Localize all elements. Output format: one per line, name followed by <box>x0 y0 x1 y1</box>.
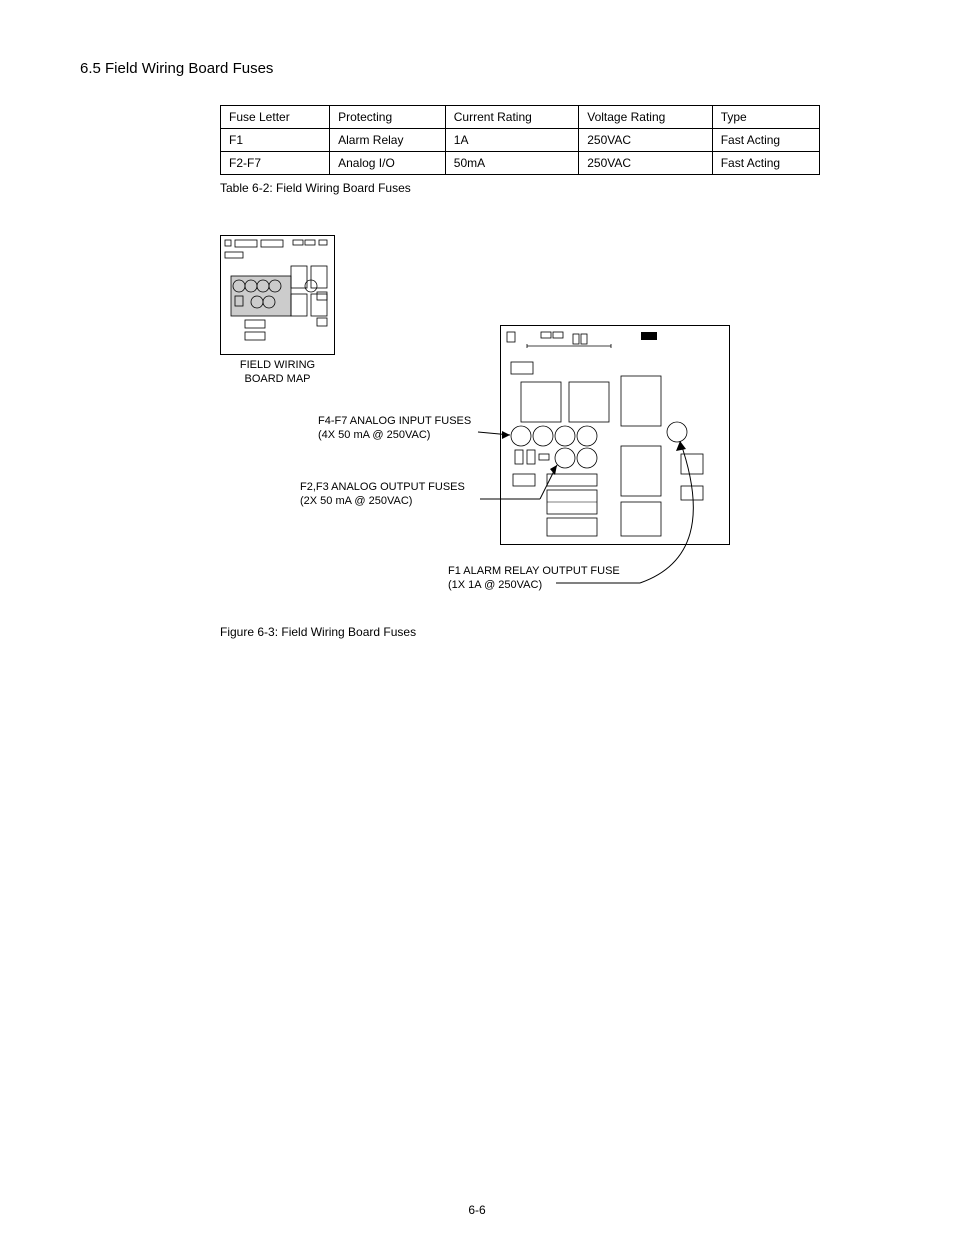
col-protecting: Protecting <box>330 106 446 129</box>
callout-arrows <box>80 235 880 675</box>
cell: Fast Acting <box>712 152 819 175</box>
table-caption: Table 6-2: Field Wiring Board Fuses <box>220 181 820 195</box>
table-row: F2-F7 Analog I/O 50mA 250VAC Fast Acting <box>221 152 820 175</box>
col-voltage: Voltage Rating <box>579 106 712 129</box>
fuse-table: Fuse Letter Protecting Current Rating Vo… <box>220 105 820 175</box>
cell: 50mA <box>445 152 578 175</box>
table-header-row: Fuse Letter Protecting Current Rating Vo… <box>221 106 820 129</box>
figure-block: FIELD WIRING BOARD MAP <box>80 235 874 675</box>
cell: 250VAC <box>579 129 712 152</box>
cell: Alarm Relay <box>330 129 446 152</box>
page-number: 6-6 <box>0 1203 954 1217</box>
cell: 1A <box>445 129 578 152</box>
figure-caption: Figure 6-3: Field Wiring Board Fuses <box>220 625 416 639</box>
col-fuse-letter: Fuse Letter <box>221 106 330 129</box>
col-type: Type <box>712 106 819 129</box>
cell: Analog I/O <box>330 152 446 175</box>
col-current: Current Rating <box>445 106 578 129</box>
cell: F2-F7 <box>221 152 330 175</box>
cell: Fast Acting <box>712 129 819 152</box>
cell: 250VAC <box>579 152 712 175</box>
table-row: F1 Alarm Relay 1A 250VAC Fast Acting <box>221 129 820 152</box>
fuse-table-wrap: Fuse Letter Protecting Current Rating Vo… <box>220 105 820 195</box>
cell: F1 <box>221 129 330 152</box>
page: 6.5 Field Wiring Board Fuses Fuse Letter… <box>0 0 954 1235</box>
section-heading: 6.5 Field Wiring Board Fuses <box>80 60 874 77</box>
